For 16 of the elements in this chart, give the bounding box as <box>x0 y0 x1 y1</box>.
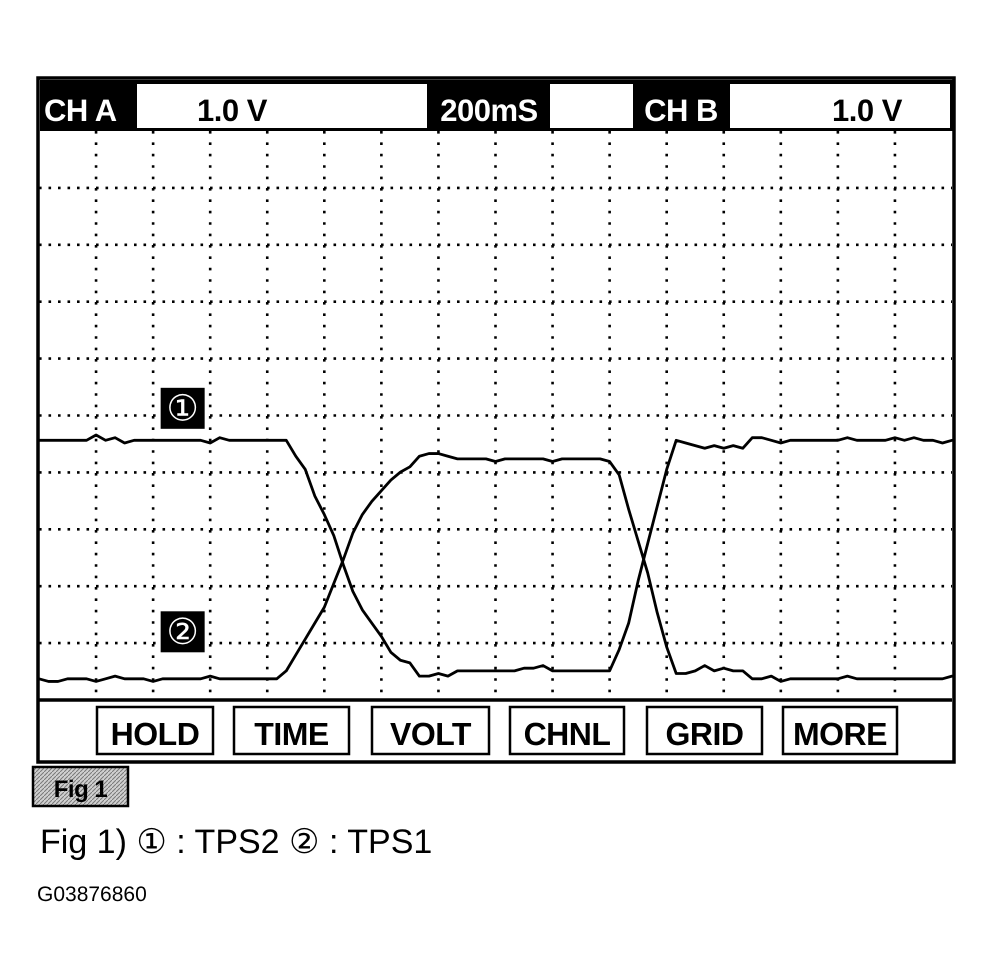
text: 200mS <box>440 93 538 128</box>
caption: Fig 1 <box>54 776 108 803</box>
text: CH B <box>644 93 718 128</box>
text: 1.0 V <box>832 93 903 128</box>
series-label: ② <box>166 612 199 653</box>
text: 1.0 V <box>197 93 268 128</box>
text: G03876860 <box>37 883 147 906</box>
text: HOLD <box>110 716 200 752</box>
caption: Fig 1) ① : TPS2 ② : TPS1 <box>40 823 432 861</box>
text: CHNL <box>524 716 610 752</box>
text: VOLT <box>390 716 472 752</box>
text: TIME <box>254 716 329 752</box>
text: GRID <box>666 716 744 752</box>
series-label: ① <box>166 388 199 430</box>
text: CH A <box>44 93 117 128</box>
text: MORE <box>793 716 888 752</box>
